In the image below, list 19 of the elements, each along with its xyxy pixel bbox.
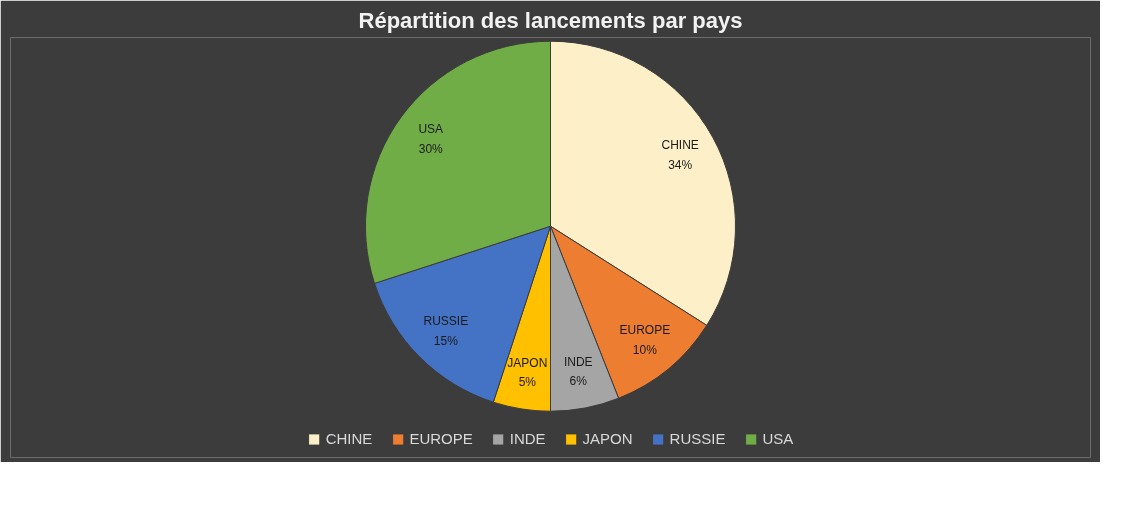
slice-label: JAPON bbox=[507, 355, 548, 370]
slice-label: RUSSIE bbox=[423, 314, 469, 329]
legend-label: CHINE bbox=[325, 430, 373, 447]
legend-label: USA bbox=[762, 430, 794, 447]
slice-label: USA bbox=[418, 122, 444, 137]
data-label: 10% bbox=[632, 343, 658, 358]
chart-title: Répartition des lancements par pays bbox=[358, 7, 743, 33]
slice-label: INDE bbox=[563, 354, 593, 369]
data-label: 30% bbox=[418, 142, 444, 157]
legend-label: INDE bbox=[509, 430, 546, 447]
legend-label: EUROPE bbox=[409, 430, 473, 447]
data-label: 34% bbox=[668, 157, 693, 172]
data-label: 6% bbox=[569, 374, 588, 389]
data-label: 15% bbox=[433, 333, 459, 348]
legend-label: JAPON bbox=[582, 430, 633, 447]
slice-label: CHINE bbox=[661, 138, 699, 153]
data-label: 5% bbox=[518, 375, 537, 390]
legend-label: RUSSIE bbox=[669, 430, 726, 447]
slice-label: EUROPE bbox=[619, 323, 671, 338]
